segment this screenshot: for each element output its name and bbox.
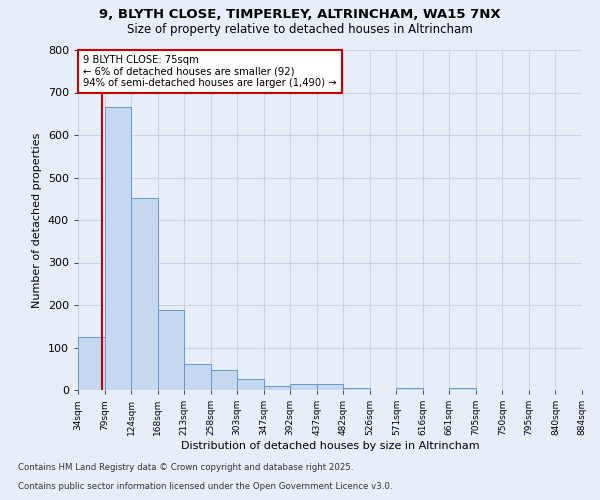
- Bar: [317, 384, 343, 390]
- Bar: [211, 370, 237, 390]
- Bar: [343, 388, 370, 390]
- Text: 9 BLYTH CLOSE: 75sqm
← 6% of detached houses are smaller (92)
94% of semi-detach: 9 BLYTH CLOSE: 75sqm ← 6% of detached ho…: [83, 55, 337, 88]
- Bar: [78, 337, 104, 390]
- Bar: [290, 384, 317, 390]
- Bar: [397, 388, 423, 390]
- Bar: [158, 310, 184, 390]
- X-axis label: Distribution of detached houses by size in Altrincham: Distribution of detached houses by size …: [181, 441, 479, 451]
- Text: Size of property relative to detached houses in Altrincham: Size of property relative to detached ho…: [127, 22, 473, 36]
- Bar: [237, 379, 263, 390]
- Bar: [184, 364, 211, 390]
- Bar: [449, 388, 476, 390]
- Text: 9, BLYTH CLOSE, TIMPERLEY, ALTRINCHAM, WA15 7NX: 9, BLYTH CLOSE, TIMPERLEY, ALTRINCHAM, W…: [99, 8, 501, 20]
- Text: Contains HM Land Registry data © Crown copyright and database right 2025.: Contains HM Land Registry data © Crown c…: [18, 464, 353, 472]
- Bar: [104, 108, 131, 390]
- Bar: [263, 386, 290, 390]
- Y-axis label: Number of detached properties: Number of detached properties: [32, 132, 42, 308]
- Bar: [131, 198, 158, 390]
- Text: Contains public sector information licensed under the Open Government Licence v3: Contains public sector information licen…: [18, 482, 392, 491]
